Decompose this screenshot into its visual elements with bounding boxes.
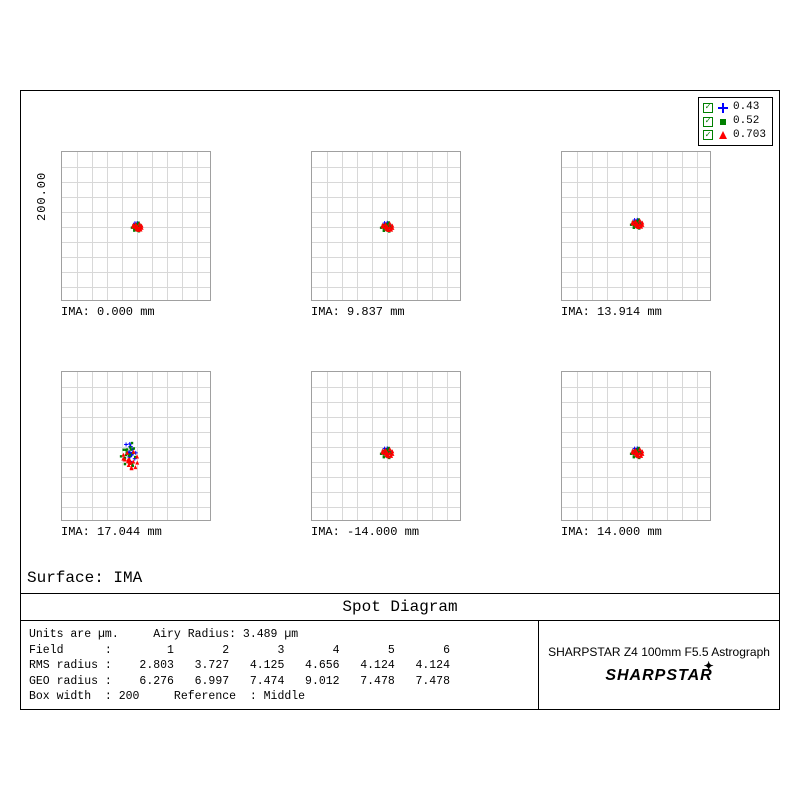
brand-logo-text: SHARPSTAR: [605, 667, 712, 684]
spot-panel: IMA: 14.000 mm: [561, 371, 741, 521]
spot-panel: IMA: 13.914 mm: [561, 151, 741, 301]
square-icon: [717, 117, 729, 127]
data-table: Units are µm. Airy Radius: 3.489 µm Fiel…: [21, 621, 539, 709]
plus-icon: [717, 103, 729, 113]
plot-grid: [61, 151, 211, 301]
plot-grid: [311, 151, 461, 301]
product-name: SHARPSTAR Z4 100mm F5.5 Astrograph: [548, 645, 770, 659]
panel-caption: IMA: 13.914 mm: [561, 305, 721, 319]
spot-panel: IMA: 9.837 mm: [311, 151, 491, 301]
spot-panel: IMA: 0.000 mm: [61, 151, 241, 301]
legend-item: ✓ 0.43: [703, 101, 766, 115]
brand-block: SHARPSTAR Z4 100mm F5.5 Astrograph SHARP…: [539, 621, 779, 709]
legend-label: 0.43: [733, 101, 759, 115]
plot-grid: [561, 371, 711, 521]
spot-panel: IMA: 17.044 mm: [61, 371, 241, 521]
legend-label: 0.52: [733, 115, 759, 129]
panel-caption: IMA: -14.000 mm: [311, 525, 471, 539]
checkbox-icon: ✓: [703, 130, 713, 140]
bottom-info-block: Units are µm. Airy Radius: 3.489 µm Fiel…: [21, 621, 779, 709]
legend-item: ✓ 0.52: [703, 115, 766, 129]
star-icon: ✦: [704, 659, 715, 673]
spot-panel: IMA: -14.000 mm: [311, 371, 491, 521]
brand-logo: SHARPSTAR ✦: [605, 667, 712, 685]
plot-grid: [61, 371, 211, 521]
panel-caption: IMA: 9.837 mm: [311, 305, 471, 319]
surface-label: Surface: IMA: [27, 569, 142, 587]
checkbox-icon: ✓: [703, 103, 713, 113]
y-axis-label: 200.00: [35, 172, 49, 221]
plot-grid: [561, 151, 711, 301]
plot-grid: [311, 371, 461, 521]
checkbox-icon: ✓: [703, 117, 713, 127]
legend-item: ✓ 0.703: [703, 129, 766, 143]
spot-plots-grid: IMA: 0.000 mm IMA: 9.837 mm IMA: 13.914 mm…: [61, 151, 741, 521]
spot-diagram-frame: ✓0.43✓0.52✓0.703 200.00 IMA: 0.000 mmIMA…: [20, 90, 780, 710]
wavelength-legend: ✓ 0.43 ✓ 0.52 ✓ 0.703: [698, 97, 773, 146]
panel-caption: IMA: 14.000 mm: [561, 525, 721, 539]
triangle-icon: [717, 130, 729, 140]
diagram-title: Spot Diagram: [21, 593, 779, 621]
panel-caption: IMA: 0.000 mm: [61, 305, 221, 319]
panel-caption: IMA: 17.044 mm: [61, 525, 221, 539]
legend-label: 0.703: [733, 129, 766, 143]
